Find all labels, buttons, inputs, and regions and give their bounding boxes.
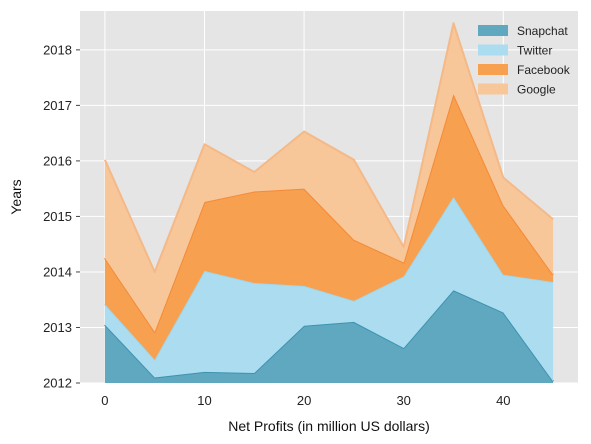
legend-label-snapchat: Snapchat [517, 24, 568, 38]
x-axis-title: Net Profits (in million US dollars) [228, 418, 430, 434]
y-axis-title: Years [8, 179, 24, 214]
x-tick-label: 0 [101, 393, 108, 408]
x-tick-label: 10 [197, 393, 211, 408]
y-tick-label: 2013 [43, 320, 72, 335]
legend-swatch-twitter [478, 45, 508, 56]
y-tick-label: 2016 [43, 153, 72, 168]
x-tick-label: 20 [297, 393, 311, 408]
x-tick-label: 40 [496, 393, 510, 408]
y-tick-label: 2015 [43, 209, 72, 224]
legend-swatch-snapchat [478, 25, 508, 36]
y-axis-ticks: 2012 2013 2014 2015 2016 2017 2018 [43, 42, 80, 390]
x-tick-label: 30 [396, 393, 410, 408]
legend-swatch-facebook [478, 64, 508, 75]
legend-swatch-google [478, 84, 508, 95]
y-tick-label: 2014 [43, 264, 72, 279]
y-tick-label: 2018 [43, 42, 72, 57]
legend-label-twitter: Twitter [517, 44, 552, 58]
x-axis-ticks: 0 10 20 30 40 [101, 393, 510, 408]
y-tick-label: 2012 [43, 376, 72, 391]
legend-label-facebook: Facebook [517, 63, 571, 77]
legend-label-google: Google [517, 83, 556, 97]
y-tick-label: 2017 [43, 98, 72, 113]
